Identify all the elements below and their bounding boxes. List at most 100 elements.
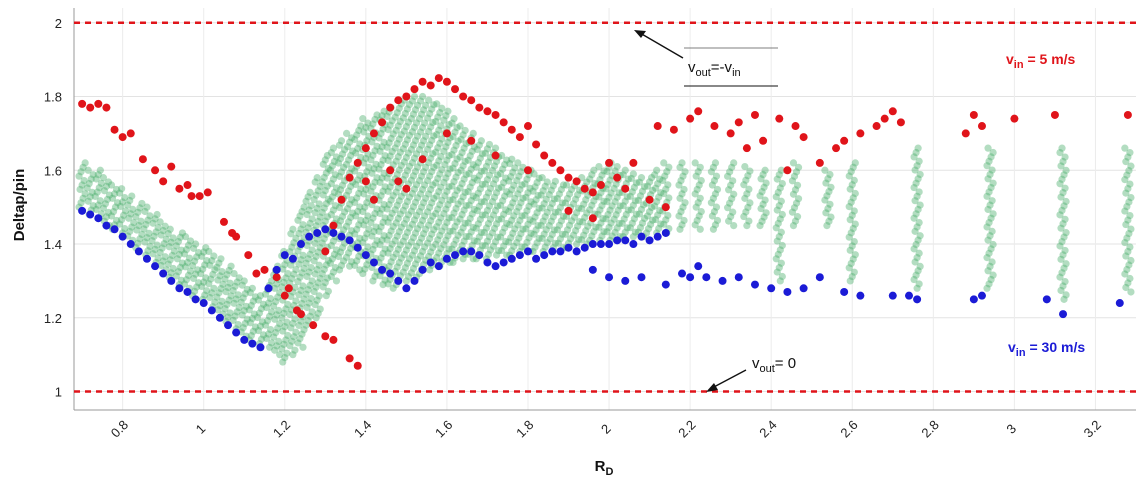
green-point-751: [387, 258, 395, 266]
green-point-316: [273, 280, 281, 288]
green-point-342: [279, 265, 287, 273]
green-point-354: [289, 319, 297, 327]
green-point-49: [107, 212, 116, 220]
green-point-182: [202, 274, 210, 282]
green-point-548: [336, 217, 345, 225]
green-point-661: [363, 137, 371, 145]
green-point-608: [355, 221, 363, 229]
green-point-890: [408, 189, 417, 198]
green-point-1128: [461, 126, 469, 135]
green-point-1392: [559, 181, 568, 189]
green-point-978: [425, 159, 433, 167]
green-point-1655: [728, 195, 736, 203]
green-point-1082: [453, 186, 461, 195]
green-point-1495: [613, 224, 621, 232]
green-point-1398: [565, 221, 574, 229]
green-point-1688: [762, 179, 770, 187]
green-point-435: [305, 206, 313, 214]
green-point-1373: [550, 195, 558, 203]
green-point-609: [357, 216, 365, 225]
green-point-1776: [915, 280, 923, 288]
green-point-43: [102, 182, 111, 190]
green-point-486: [320, 235, 328, 243]
green-point-1266: [507, 234, 515, 242]
green-point-1894: [1121, 207, 1129, 215]
green-point-1614: [681, 168, 689, 176]
red-point-73: [442, 129, 451, 138]
green-point-930: [422, 194, 430, 202]
green-point-682: [371, 210, 379, 218]
green-point-1273: [507, 203, 515, 211]
green-point-1275: [511, 194, 519, 203]
green-point-263: [246, 319, 254, 327]
green-point-965: [427, 217, 435, 225]
green-point-834: [405, 255, 414, 263]
green-point-1399: [567, 217, 576, 225]
green-point-234: [231, 312, 239, 320]
green-point-1764: [845, 203, 853, 211]
green-point-803: [396, 210, 404, 218]
green-point-525: [328, 193, 337, 201]
green-point-1479: [602, 215, 610, 223]
green-point-1427: [584, 222, 592, 230]
green-point-1722: [790, 204, 799, 212]
green-point-1551: [638, 187, 647, 195]
green-point-813: [395, 166, 403, 174]
green-point-923: [422, 225, 430, 233]
green-point-868: [403, 105, 411, 113]
green-point-1696: [777, 259, 785, 267]
green-point-1009: [433, 192, 441, 200]
green-point-1675: [744, 172, 752, 180]
green-point-48: [112, 216, 121, 225]
green-point-578: [347, 213, 355, 222]
green-point-4: [76, 185, 84, 194]
green-point-561: [334, 159, 343, 167]
green-point-94: [143, 234, 151, 242]
green-point-757: [385, 231, 393, 240]
green-point-1749: [850, 268, 858, 276]
green-point-340: [282, 274, 290, 282]
green-point-419: [308, 277, 316, 285]
green-point-1023: [433, 130, 441, 139]
red-point-84: [661, 203, 670, 212]
blue-point-36: [369, 258, 378, 267]
green-point-1863: [1062, 197, 1070, 206]
green-point-1355: [540, 200, 548, 208]
green-point-1677: [741, 162, 749, 171]
green-point-690: [373, 174, 381, 182]
green-point-1197: [481, 211, 490, 219]
green-point-820: [395, 135, 403, 143]
blue-point-59: [556, 247, 565, 256]
green-point-1146: [466, 183, 474, 191]
green-point-1697: [772, 255, 780, 263]
green-point-637: [364, 243, 372, 251]
green-point-1114: [461, 188, 469, 197]
green-point-95: [145, 229, 153, 237]
green-point-1347: [538, 234, 546, 242]
green-point-1612: [677, 177, 685, 185]
green-point-333: [282, 305, 290, 313]
green-point-1640: [709, 194, 718, 202]
green-point-687: [367, 187, 375, 195]
green-point-1581: [656, 175, 664, 183]
blue-point-82: [718, 276, 727, 285]
green-point-228: [223, 271, 231, 279]
green-point-1004: [437, 214, 445, 222]
green-point-1460: [597, 219, 605, 227]
green-point-467: [310, 195, 318, 204]
green-point-1250: [497, 201, 505, 209]
green-point-1888: [1123, 234, 1131, 242]
green-point-192: [206, 293, 214, 302]
green-point-1643: [708, 181, 717, 189]
green-point-1092: [452, 142, 460, 150]
green-point-1891: [1122, 220, 1130, 229]
green-point-169: [192, 270, 200, 278]
green-point-249: [243, 315, 251, 323]
green-point-1632: [691, 159, 699, 167]
green-point-922: [420, 230, 428, 238]
green-point-1766: [849, 194, 857, 202]
green-point-1279: [505, 177, 513, 185]
green-point-817: [396, 148, 404, 156]
green-point-1646: [707, 168, 716, 176]
y-tick-label-5: 2: [55, 16, 62, 31]
